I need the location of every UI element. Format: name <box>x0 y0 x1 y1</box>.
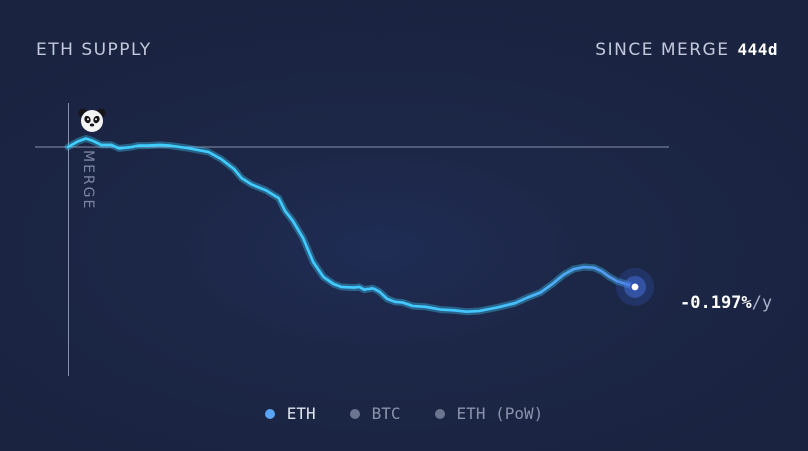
chart-title: ETH SUPPLY <box>36 40 152 60</box>
period-value: 444d <box>737 40 778 59</box>
legend-dot-btc <box>349 408 360 419</box>
chart-legend: ETH BTC ETH (PoW) <box>0 404 808 423</box>
rate-unit: /y <box>751 293 773 313</box>
rate-value: -0.197% <box>680 293 752 313</box>
legend-label-btc: BTC <box>371 404 401 423</box>
legend-item-eth[interactable]: ETH <box>264 404 316 423</box>
current-point-marker[interactable] <box>630 281 640 292</box>
legend-label-eth: ETH <box>286 404 316 423</box>
period-label: SINCE MERGE <box>595 40 730 60</box>
legend-item-btc[interactable]: BTC <box>349 404 401 423</box>
current-rate: -0.197%/y <box>680 293 772 313</box>
eth-series-line[interactable] <box>66 137 637 313</box>
legend-item-eth-pow[interactable]: ETH (PoW) <box>434 404 544 423</box>
legend-label-eth-pow: ETH (PoW) <box>456 404 544 423</box>
period-indicator: SINCE MERGE 444d <box>595 40 778 60</box>
legend-dot-eth <box>264 408 275 419</box>
panda-icon <box>78 108 106 132</box>
merge-label: MERGE <box>80 150 96 210</box>
legend-dot-eth-pow <box>434 408 445 419</box>
